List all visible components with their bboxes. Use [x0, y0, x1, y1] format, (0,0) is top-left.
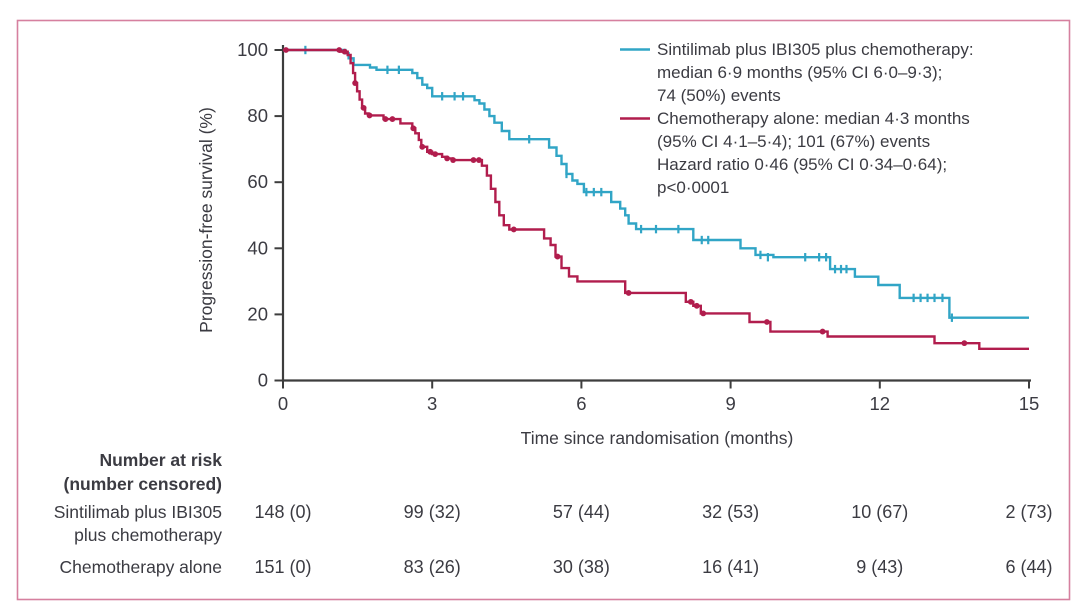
legend-line: Chemotherapy alone: median 4·3 months — [657, 109, 970, 128]
censor-dot — [476, 157, 482, 163]
risk-count-value: 99 (32) — [404, 502, 461, 522]
legend-line: 74 (50%) events — [657, 86, 781, 105]
censor-dot — [470, 157, 477, 163]
figure-border — [16, 19, 1071, 601]
x-ticks: 0 3 6 9 12 15 — [278, 381, 1040, 414]
censor-dot — [352, 80, 359, 86]
censor-dot — [700, 310, 707, 317]
censor-dot — [444, 155, 451, 162]
censor-dot — [693, 302, 700, 309]
legend-line: Sintilimab plus IBI305 plus chemotherapy… — [657, 40, 974, 59]
censor-dot — [427, 148, 434, 155]
x-tick-label: 3 — [427, 393, 437, 414]
censor-dot — [554, 253, 561, 260]
legend-entry-0: Sintilimab plus IBI305 plus chemotherapy… — [620, 40, 974, 105]
risk-count-value: 30 (38) — [553, 557, 610, 577]
censor-dot — [819, 328, 826, 335]
km-curves — [283, 45, 1029, 350]
risk-count-value: 83 (26) — [404, 557, 461, 577]
risk-count-value: 10 (67) — [851, 502, 908, 522]
risk-count-value: 9 (43) — [856, 557, 903, 577]
x-tick-label: 12 — [870, 393, 891, 414]
y-tick-label: 60 — [247, 171, 268, 192]
censor-dot — [419, 143, 426, 150]
y-tick-label: 100 — [237, 39, 268, 60]
legend-entry-1: Chemotherapy alone: median 4·3 months (95… — [620, 109, 970, 197]
censor-dot — [687, 298, 694, 305]
risk-table: Number at risk (number censored) Sintilima… — [54, 450, 1053, 577]
legend-line: Hazard ratio 0·46 (95% CI 0·34–0·64); — [657, 155, 947, 174]
y-ticks: 100 80 60 40 20 0 — [237, 39, 282, 391]
risk-count-value: 6 (44) — [1005, 557, 1052, 577]
censor-dot — [366, 112, 373, 119]
risk-count-value: 151 (0) — [254, 557, 311, 577]
y-tick-label: 80 — [247, 105, 268, 126]
risk-count-value: 57 (44) — [553, 502, 610, 522]
risk-table-header-line1: Number at risk — [99, 450, 222, 470]
censor-dot — [382, 116, 389, 122]
censor-dot — [360, 104, 367, 111]
x-tick-label: 6 — [576, 393, 586, 414]
legend: Sintilimab plus IBI305 plus chemotherapy… — [620, 40, 974, 197]
censor-dot — [510, 226, 517, 233]
km-step-path-sintilimab-plus-ibi305-plus-chemotherapy — [283, 48, 1029, 319]
risk-count-value: 32 (53) — [702, 502, 759, 522]
censor-dot — [625, 290, 632, 296]
x-tick-label: 0 — [278, 393, 288, 414]
x-axis-title: Time since randomisation (months) — [521, 428, 794, 448]
x-tick-label: 9 — [725, 393, 735, 414]
censor-dot — [450, 157, 456, 163]
censor-dot — [283, 47, 289, 53]
risk-count-value: 16 (41) — [702, 557, 759, 577]
risk-table-row-1: Chemotherapy alone 151 (0) 83 (26) 30 (38) 1… — [60, 557, 1053, 577]
censor-dot — [341, 48, 348, 55]
y-tick-label: 20 — [247, 303, 268, 324]
x-tick-label: 15 — [1019, 393, 1040, 414]
censor-dot — [432, 151, 439, 158]
risk-table-header-line2: (number censored) — [64, 474, 223, 494]
censor-dot — [389, 116, 396, 122]
km-curve-chemotherapy-alone — [283, 47, 1029, 350]
y-axis-title: Progression-free survival (%) — [196, 107, 216, 333]
censor-dot — [336, 47, 343, 53]
risk-row-label: plus chemotherapy — [74, 525, 222, 545]
axes: 100 80 60 40 20 0 0 3 6 9 12 15 Progression-free s… — [196, 39, 1039, 448]
legend-line: p<0·0001 — [657, 178, 729, 197]
legend-line: (95% CI 4·1–5·4); 101 (67%) events — [657, 132, 930, 151]
risk-count-value: 2 (73) — [1005, 502, 1052, 522]
y-tick-label: 40 — [247, 237, 268, 258]
risk-count-value: 148 (0) — [254, 502, 311, 522]
censor-dot — [764, 319, 770, 325]
km-curve-sintilimab-plus-ibi305-plus-chemotherapy — [283, 45, 1029, 322]
risk-row-label: Chemotherapy alone — [60, 557, 222, 577]
risk-table-row-0: Sintilimab plus IBI305 plus chemotherapy 1… — [54, 502, 1053, 545]
risk-row-label: Sintilimab plus IBI305 — [54, 502, 222, 522]
censor-dot — [410, 125, 417, 132]
y-tick-label: 0 — [258, 370, 268, 391]
legend-line: median 6·9 months (95% CI 6·0–9·3); — [657, 63, 942, 82]
censor-dot — [961, 340, 968, 347]
